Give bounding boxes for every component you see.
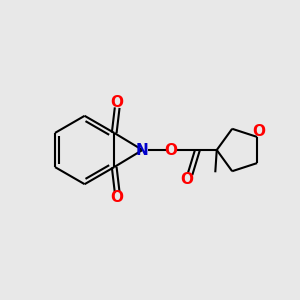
Text: O: O [164,142,177,158]
Text: O: O [111,190,124,205]
Text: N: N [136,142,149,158]
Text: O: O [252,124,265,139]
Text: O: O [181,172,194,187]
Text: O: O [111,95,124,110]
